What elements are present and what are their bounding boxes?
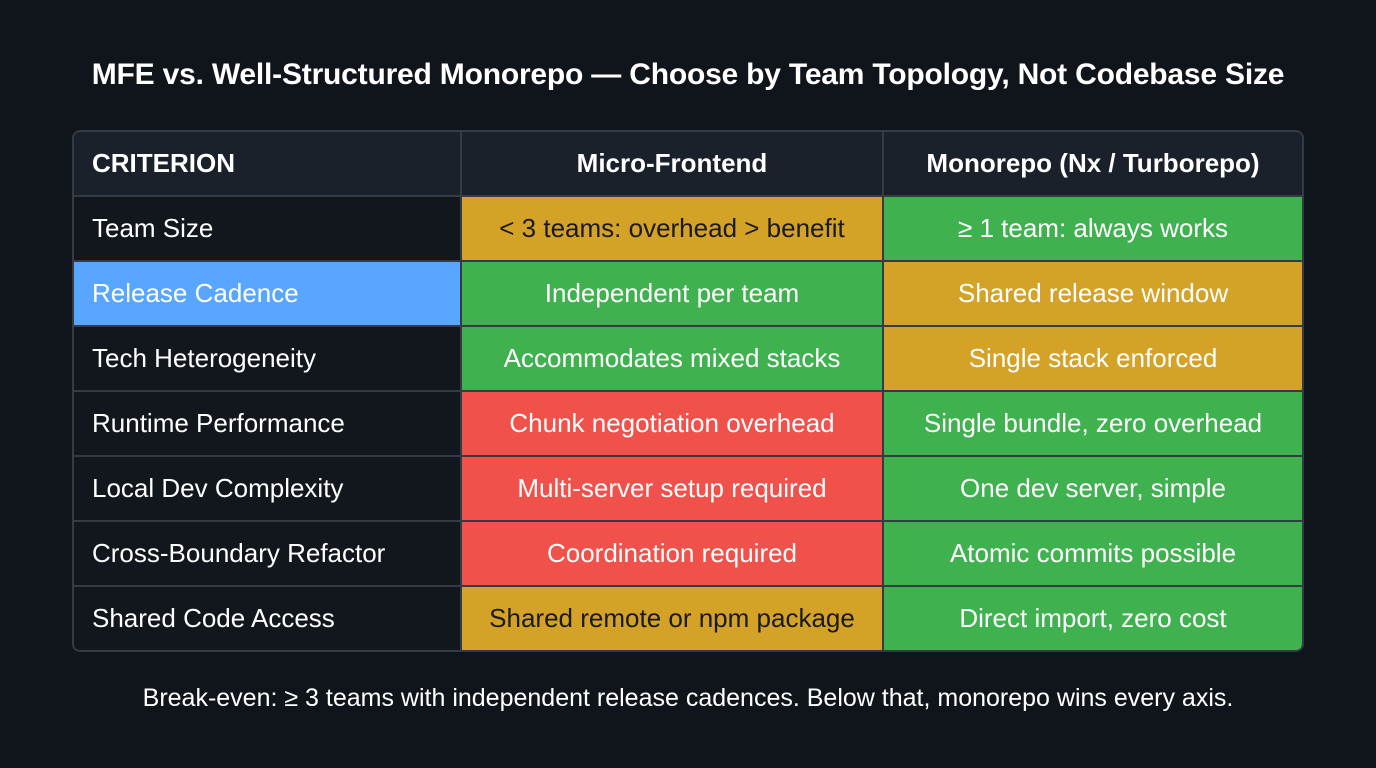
mfe-runtime-performance: Chunk negotiation overhead [462, 392, 882, 455]
criterion-team-size: Team Size [74, 197, 460, 260]
criterion-runtime-performance: Runtime Performance [74, 392, 460, 455]
criterion-release-cadence[interactable]: Release Cadence [74, 262, 460, 325]
mono-local-dev-complexity: One dev server, simple [884, 457, 1302, 520]
mono-team-size: ≥ 1 team: always works [884, 197, 1302, 260]
criterion-cross-boundary-refactor: Cross-Boundary Refactor [74, 522, 460, 585]
comparison-table: CRITERION Micro-Frontend Monorepo (Nx / … [72, 130, 1304, 652]
page-title: MFE vs. Well-Structured Monorepo — Choos… [91, 58, 1285, 91]
mfe-shared-code-access: Shared remote or npm package [462, 587, 882, 650]
header-monorepo: Monorepo (Nx / Turborepo) [884, 132, 1302, 195]
mono-shared-code-access: Direct import, zero cost [884, 587, 1302, 650]
mono-runtime-performance: Single bundle, zero overhead [884, 392, 1302, 455]
criterion-local-dev-complexity: Local Dev Complexity [74, 457, 460, 520]
header-criterion: CRITERION [74, 132, 460, 195]
criterion-shared-code-access: Shared Code Access [74, 587, 460, 650]
mono-tech-heterogeneity: Single stack enforced [884, 327, 1302, 390]
criterion-tech-heterogeneity: Tech Heterogeneity [74, 327, 460, 390]
mfe-cross-boundary-refactor: Coordination required [462, 522, 882, 585]
mfe-release-cadence: Independent per team [462, 262, 882, 325]
footer-note: Break-even: ≥ 3 teams with independent r… [142, 684, 1234, 712]
mfe-team-size: < 3 teams: overhead > benefit [462, 197, 882, 260]
mfe-local-dev-complexity: Multi-server setup required [462, 457, 882, 520]
mfe-tech-heterogeneity: Accommodates mixed stacks [462, 327, 882, 390]
mono-cross-boundary-refactor: Atomic commits possible [884, 522, 1302, 585]
mono-release-cadence: Shared release window [884, 262, 1302, 325]
header-micro-frontend: Micro-Frontend [462, 132, 882, 195]
